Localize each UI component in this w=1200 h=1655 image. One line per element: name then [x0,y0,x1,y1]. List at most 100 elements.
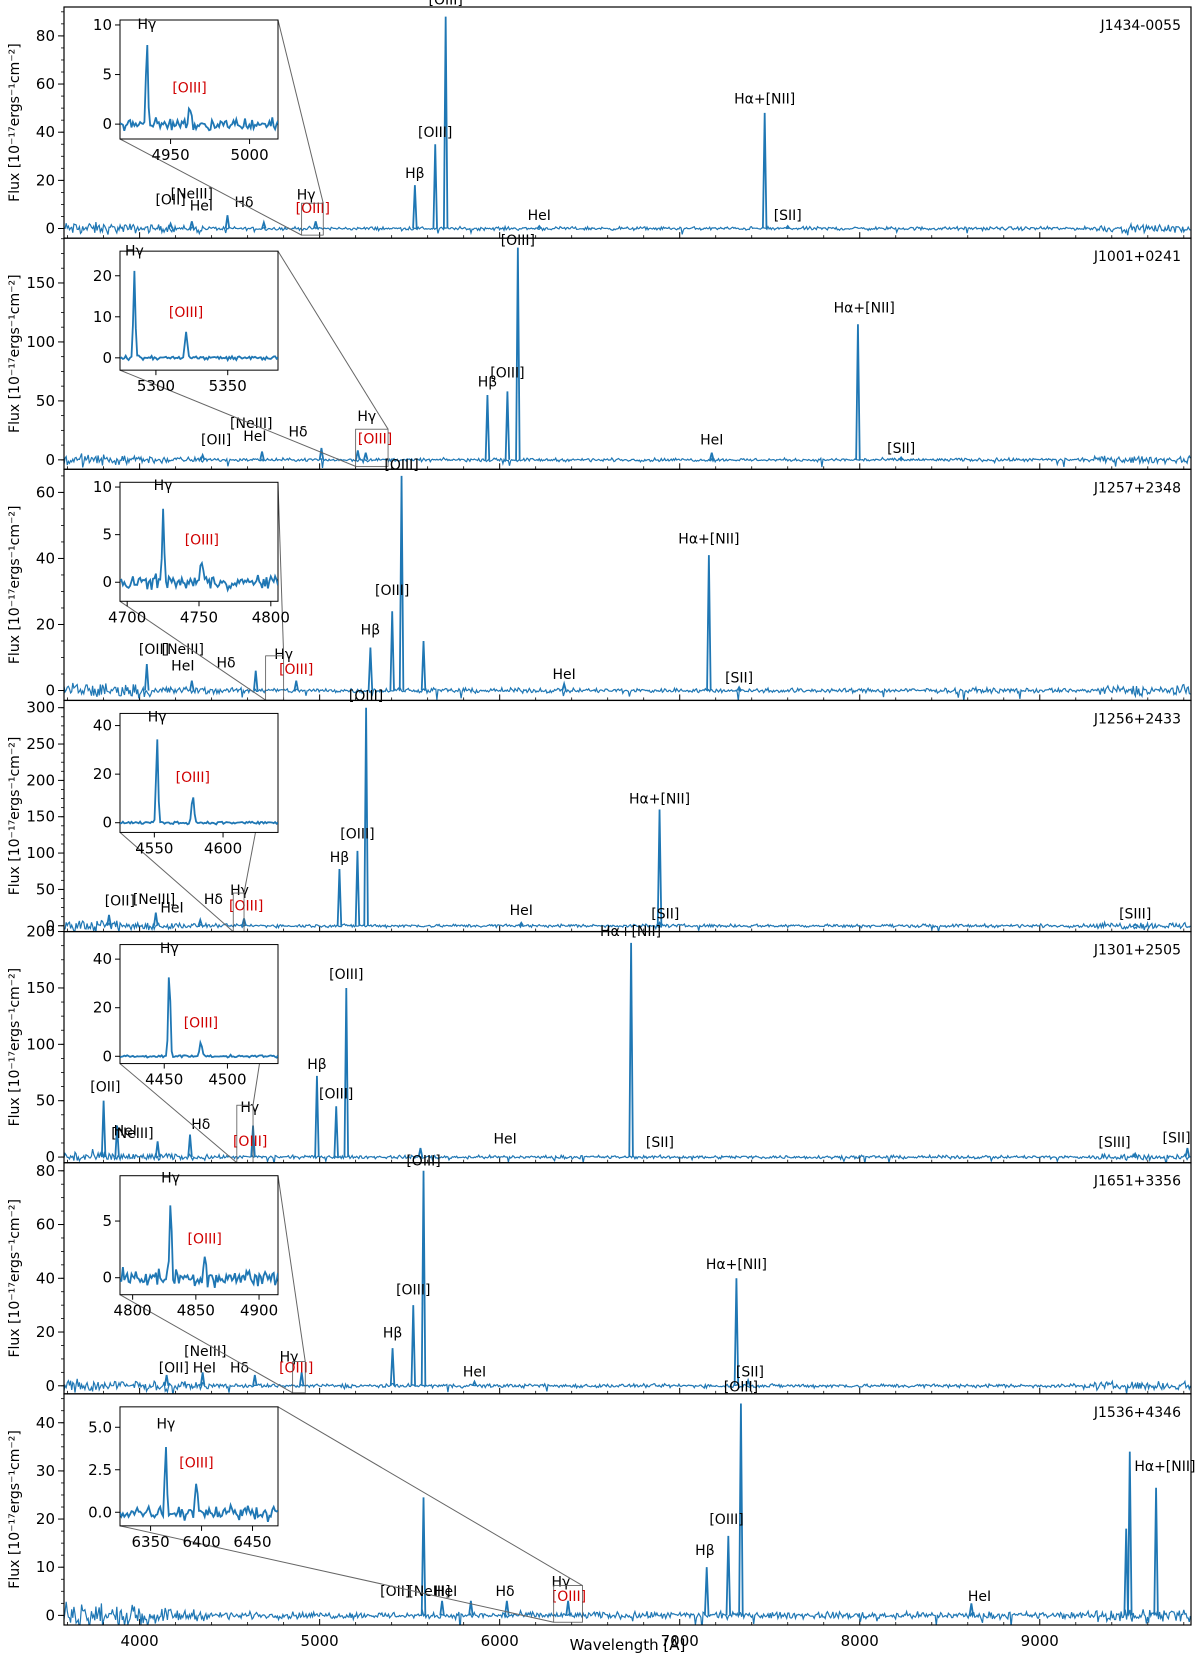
zoom-connector [119,138,302,236]
inset-y-tick-label: 0 [102,115,112,133]
line-label: HeI [700,433,723,449]
inset-x-tick-label: 6450 [233,1533,271,1551]
inset-spectrum [120,270,278,363]
emission-line [167,221,174,229]
line-label: [OIII] [329,967,363,983]
emission-line [1127,1451,1133,1616]
emission-line [318,447,325,460]
emission-line [1123,1528,1129,1616]
inset-x-tick-label: 4600 [204,839,242,857]
inset-spectrum [120,739,278,826]
line-label: [SII] [887,441,915,457]
emission-line [363,452,369,461]
y-axis-label: Flux [10⁻¹⁷ergs⁻¹cm⁻²] [7,737,23,896]
line-label: [NeIII] [184,1344,226,1360]
spectrum-line [64,221,1191,236]
inset-x-tick-label: 4750 [180,608,218,626]
line-label: [OIII] [233,1134,267,1150]
inset-label-hgamma: Hγ [148,710,167,726]
emission-line [898,456,904,461]
emission-line [189,221,195,229]
line-label: HeI [114,1124,137,1140]
inset-frame [119,712,279,833]
y-tick-label: 0 [45,1377,55,1395]
y-tick-label: 200 [26,923,55,941]
inset-y-tick-label: 0 [102,573,112,591]
emission-line [656,921,663,927]
zoom-connector [119,832,234,932]
inset-y-tick-label: 0 [102,1047,112,1065]
emission-line [468,1600,474,1616]
line-label: Hβ [307,1057,326,1073]
line-label: [NeIII] [408,1584,450,1600]
spectrum-line [64,453,1191,468]
y-tick-label: 50 [36,880,55,898]
line-label: Hδ [288,424,307,440]
line-label: [SIII] [1119,906,1151,922]
line-label: Hδ [230,1360,249,1376]
line-label: [OIII] [724,1379,758,1395]
inset-y-tick-label: 2.5 [88,1461,112,1479]
line-label: HeI [528,208,551,224]
line-label: Hγ [357,409,376,425]
line-label: [OIII] [406,1153,440,1169]
y-tick-label: 300 [26,699,55,717]
emission-line [1132,923,1138,927]
zoom-connector [119,1525,554,1623]
zoom-box [553,1585,583,1623]
y-axis-label: Flux [10⁻¹⁷ergs⁻¹cm⁻²] [7,506,23,665]
emission-line [420,640,427,691]
inset-frame [119,250,279,371]
inset-label-hgamma: Hγ [160,941,179,957]
y-tick-label: 80 [36,27,55,45]
inset-y-tick-label: 20 [93,999,112,1017]
x-tick-label: 4000 [121,1632,159,1650]
panel-J1256+2433: 050100150200250300[OII][NeIII]HeIHδHγ[OI… [7,688,1192,935]
line-label: [NeIII] [111,1126,153,1142]
spectrum-line [64,682,1191,701]
inset-x-tick-label: 4900 [240,1302,278,1320]
object-name: J1257+2348 [1093,480,1181,496]
inset-spectrum [120,508,278,593]
emission-line [704,1567,710,1616]
y-tick-label: 0 [45,220,55,238]
inset-label-oiii: [OIII] [179,1456,213,1472]
line-label: [OIII] [296,201,330,217]
line-label: Hβ [330,850,349,866]
emission-line [187,1134,193,1158]
inset-y-tick-label: 0.0 [88,1503,112,1521]
line-label: [OIII] [490,365,524,381]
emission-line [144,664,150,691]
x-axis-label: Wavelength [Å] [570,1635,686,1654]
line-label: Hα+[NII] [629,792,690,808]
y-tick-label: 60 [36,483,55,501]
y-tick-label: 40 [36,1414,55,1432]
inset-x-tick-label: 4800 [252,608,290,626]
inset-x-tick-label: 5000 [230,146,268,164]
emission-line [518,921,524,927]
line-label: [OII] [380,1584,410,1600]
emission-line [114,1125,120,1158]
y-tick-label: 20 [36,1510,55,1528]
line-label: [OII] [105,893,135,909]
emission-line [389,1348,396,1386]
inset-x-tick-label: 4800 [114,1302,152,1320]
spectrum-line [64,1601,1191,1626]
x-tick-label: 9000 [1021,1632,1059,1650]
emission-line [199,1372,206,1386]
emission-line [314,1075,320,1158]
line-label: Hβ [361,622,380,638]
line-label: [OII] [139,642,169,658]
line-label: HeI [193,1360,216,1376]
line-label: HeI [243,429,266,445]
y-tick-label: 0 [45,451,55,469]
x-tick-label: 8000 [841,1632,879,1650]
y-axis-label: Flux [10⁻¹⁷ergs⁻¹cm⁻²] [7,43,23,202]
y-axis-label: Flux [10⁻¹⁷ergs⁻¹cm⁻²] [7,1199,23,1358]
emission-line [189,680,195,691]
y-tick-label: 40 [36,549,55,567]
emission-line [785,224,791,230]
